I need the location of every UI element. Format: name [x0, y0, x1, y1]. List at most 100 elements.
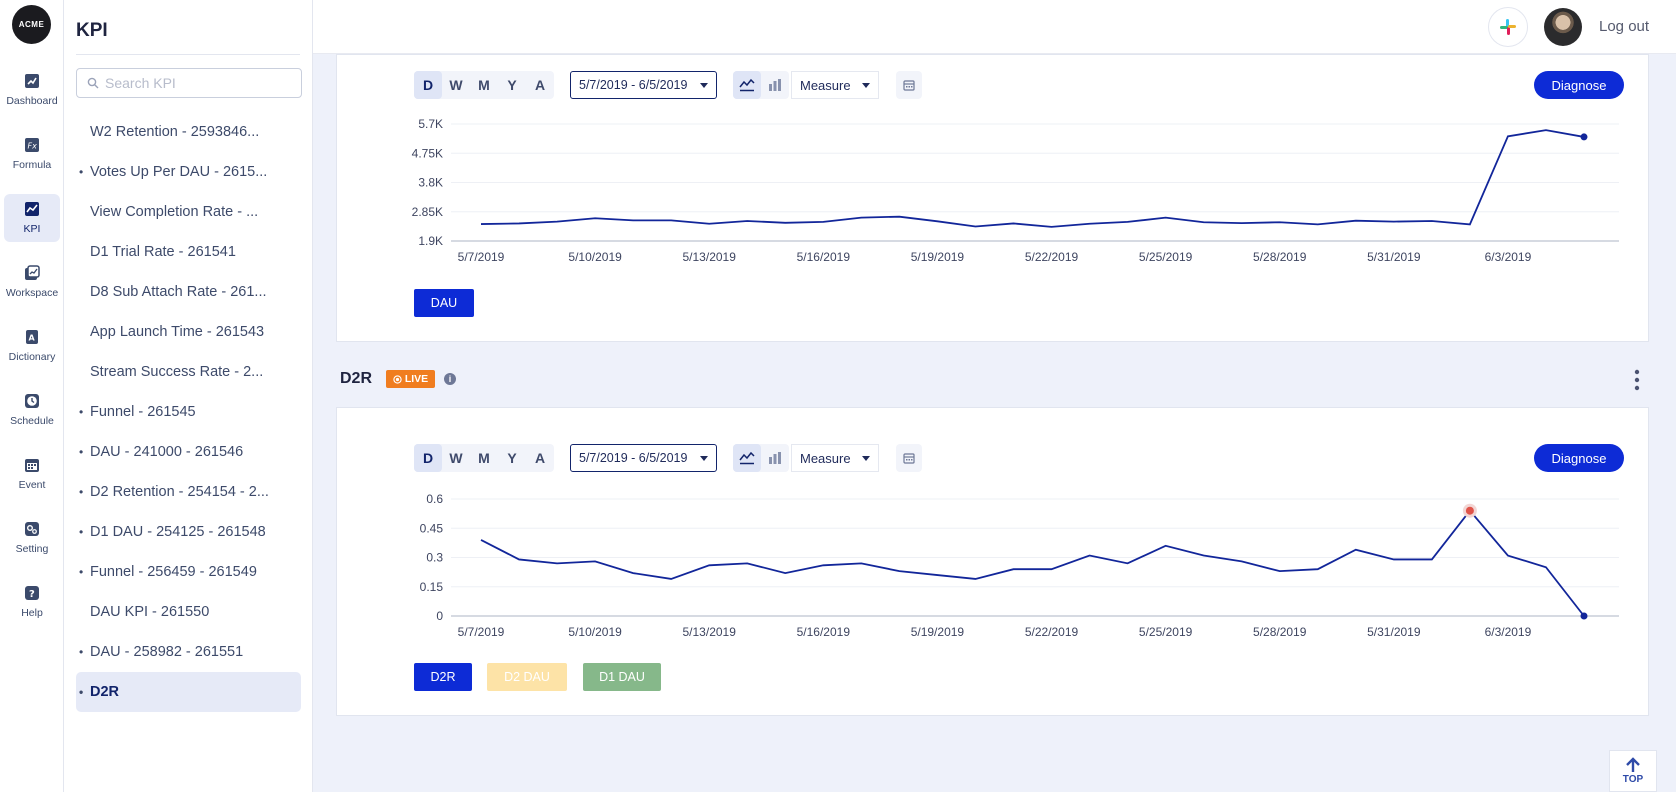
- last-point[interactable]: [1580, 133, 1588, 141]
- nav-item-dashboard[interactable]: Dashboard: [4, 66, 60, 114]
- kpi-list-item[interactable]: • DAU - 241000 - 261546: [76, 432, 301, 472]
- y-tick-label: 0.15: [420, 580, 444, 594]
- kpi-item-label: D2R: [90, 684, 120, 700]
- period-a-button[interactable]: A: [534, 77, 546, 93]
- scroll-top-button[interactable]: TOP: [1609, 750, 1657, 792]
- nav-rail: ACME Dashboard Fx Formula KPI Workspace A Dict…: [0, 0, 64, 792]
- nav-item-setting[interactable]: Setting: [4, 514, 60, 562]
- kpi-list-item[interactable]: W2 Retention - 2593846...: [76, 112, 301, 152]
- calendar-icon: [25, 459, 39, 472]
- bar-chart-icon: [769, 79, 781, 91]
- search-input[interactable]: [105, 75, 295, 91]
- chevron-down-icon: [700, 83, 708, 88]
- legend-chip[interactable]: D1 DAU: [583, 663, 661, 691]
- settings-icon: [25, 522, 39, 536]
- dau-card: [336, 54, 1649, 342]
- last-point[interactable]: [1580, 612, 1588, 620]
- period-m-button[interactable]: M: [478, 450, 490, 466]
- period-w-button[interactable]: W: [449, 77, 463, 93]
- clock-icon: [25, 394, 39, 408]
- live-dot-icon: •: [79, 165, 84, 179]
- live-badge: LIVE: [386, 370, 435, 388]
- kpi-item-label: View Completion Rate - ...: [90, 204, 259, 220]
- kpi-list-item[interactable]: • D2 Retention - 254154 - 2...: [76, 472, 301, 512]
- section-title: D2R: [340, 370, 373, 387]
- anomaly-point[interactable]: [1465, 506, 1474, 515]
- x-tick-label: 5/22/2019: [1025, 250, 1079, 264]
- period-a-button[interactable]: A: [534, 450, 546, 466]
- diagnose-button[interactable]: Diagnose: [1534, 71, 1624, 99]
- live-dot-icon: •: [79, 565, 84, 579]
- y-tick-label: 5.7K: [418, 117, 443, 131]
- kpi-list-item[interactable]: D1 Trial Rate - 261541: [76, 232, 301, 272]
- kpi-item-label: D8 Sub Attach Rate - 261...: [90, 284, 267, 300]
- legend-chip[interactable]: D2R: [414, 663, 472, 691]
- d2r-chart: 0.6 0.45 0.3 0.15 0 5/7/2019 5/10/2019 5/13/201…: [420, 492, 1619, 639]
- nav-item-schedule[interactable]: Schedule: [4, 386, 60, 434]
- period-y-button[interactable]: Y: [507, 450, 517, 466]
- kpi-item-label: D2 Retention - 254154 - 2...: [90, 484, 269, 500]
- kpi-list-item[interactable]: • DAU - 258982 - 261551: [76, 632, 301, 672]
- period-d-button[interactable]: D: [414, 71, 442, 99]
- acme-logo[interactable]: ACME: [12, 5, 51, 44]
- y-tick-label: 0.45: [420, 521, 444, 535]
- kpi-list-item[interactable]: • Funnel - 261545: [76, 392, 301, 432]
- line-chart-icon: [739, 451, 755, 465]
- svg-text:Fx: Fx: [28, 142, 38, 151]
- measure-select[interactable]: Measure: [791, 444, 879, 472]
- nav-item-dictionary[interactable]: A Dictionary: [4, 322, 60, 370]
- kpi-list-item[interactable]: DAU KPI - 261550: [76, 592, 301, 632]
- kpi-list-item[interactable]: • D2R: [76, 672, 301, 712]
- period-d-button[interactable]: D: [414, 444, 442, 472]
- kpi-list-item[interactable]: App Launch Time - 261543: [76, 312, 301, 352]
- x-tick-label: 5/19/2019: [911, 625, 965, 639]
- kpi-list-item[interactable]: • Funnel - 256459 - 261549: [76, 552, 301, 592]
- x-tick-label: 5/22/2019: [1025, 625, 1079, 639]
- line-chart-button[interactable]: [733, 444, 761, 472]
- period-w-button[interactable]: W: [449, 450, 463, 466]
- legend-chip[interactable]: D2 DAU: [487, 663, 567, 691]
- slack-button[interactable]: [1488, 7, 1528, 47]
- kpi-list-item[interactable]: • Votes Up Per DAU - 2615...: [76, 152, 301, 192]
- nav-item-help[interactable]: ? Help: [4, 578, 60, 626]
- live-badge-label: LIVE: [404, 373, 429, 385]
- legend-chip[interactable]: DAU: [414, 289, 474, 317]
- live-dot-icon: •: [79, 645, 84, 659]
- logout-link[interactable]: Log out: [1599, 18, 1650, 35]
- calendar-button[interactable]: [896, 71, 922, 99]
- line-chart-button[interactable]: [733, 71, 761, 99]
- nav-item-formula[interactable]: Fx Formula: [4, 130, 60, 178]
- nav-item-event[interactable]: Event: [4, 450, 60, 498]
- y-tick-label: 0.6: [426, 492, 443, 506]
- bar-chart-button[interactable]: [761, 71, 789, 99]
- more-options-icon[interactable]: [1634, 369, 1640, 391]
- period-y-button[interactable]: Y: [507, 77, 517, 93]
- kpi-list-item[interactable]: D8 Sub Attach Rate - 261...: [76, 272, 301, 312]
- x-tick-label: 5/28/2019: [1253, 250, 1307, 264]
- calendar-button[interactable]: [896, 444, 922, 472]
- slack-icon: [1500, 19, 1516, 35]
- measure-select[interactable]: Measure: [791, 71, 879, 99]
- kpi-list-item[interactable]: • D1 DAU - 254125 - 261548: [76, 512, 301, 552]
- kpi-panel: KPI W2 Retention - 2593846... • Votes Up P…: [64, 0, 313, 792]
- user-avatar[interactable]: [1544, 8, 1582, 46]
- date-range-select[interactable]: 5/7/2019 - 6/5/2019: [570, 71, 717, 99]
- kpi-list-item[interactable]: View Completion Rate - ...: [76, 192, 301, 232]
- diagnose-button[interactable]: Diagnose: [1534, 444, 1624, 472]
- period-m-button[interactable]: M: [478, 77, 490, 93]
- bar-chart-button[interactable]: [761, 444, 789, 472]
- nav-label: Schedule: [10, 415, 54, 427]
- dictionary-icon: A: [26, 330, 38, 344]
- chart-type-toggle: [733, 71, 789, 99]
- x-tick-label: 5/31/2019: [1367, 625, 1421, 639]
- kpi-item-label: W2 Retention - 2593846...: [90, 124, 260, 140]
- search-box[interactable]: [76, 68, 302, 98]
- nav-item-workspace[interactable]: Workspace: [4, 258, 60, 306]
- nav-item-kpi[interactable]: KPI: [4, 194, 60, 242]
- live-dot-icon: •: [79, 405, 84, 419]
- kpi-list-item[interactable]: Stream Success Rate - 2...: [76, 352, 301, 392]
- date-range-select[interactable]: 5/7/2019 - 6/5/2019: [570, 444, 717, 472]
- info-icon[interactable]: i: [444, 373, 456, 385]
